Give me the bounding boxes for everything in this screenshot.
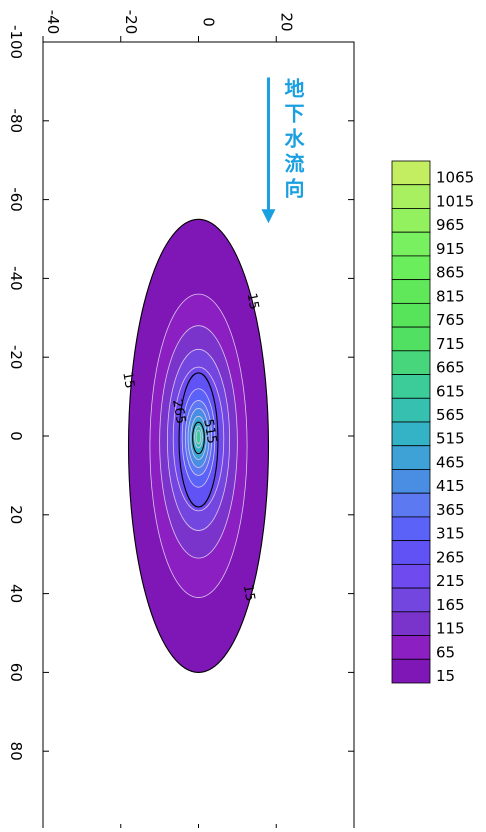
contour-labels: 15 15 265 515 15 bbox=[119, 292, 261, 602]
colorbar-label: 415 bbox=[436, 477, 465, 495]
colorbar-swatch bbox=[391, 160, 431, 186]
contour-line-65 bbox=[149, 293, 248, 598]
colorbar-label: 1065 bbox=[436, 169, 474, 187]
colorbar-label: 865 bbox=[436, 264, 465, 282]
colorbar-label: 265 bbox=[436, 548, 465, 566]
colorbar-swatch bbox=[391, 540, 431, 565]
contour-line-465 bbox=[190, 415, 207, 461]
contour-label: 265 bbox=[169, 398, 188, 425]
y-tick-label: 80 bbox=[7, 742, 25, 761]
x-tick-label: -20 bbox=[122, 10, 140, 35]
y-tick-label: 20 bbox=[7, 505, 25, 524]
colorbar-label: 715 bbox=[436, 335, 465, 353]
colorbar-swatch bbox=[391, 302, 431, 328]
colorbar-label: 665 bbox=[436, 359, 465, 377]
colorbar-label: 15 bbox=[436, 667, 455, 685]
colorbar-swatch bbox=[391, 469, 431, 494]
contour-line-515 bbox=[192, 421, 205, 455]
flow-label-char: 向 bbox=[284, 176, 304, 200]
flow-label-char: 流 bbox=[284, 151, 304, 175]
colorbar-label: 965 bbox=[436, 216, 465, 234]
y-tick-label: -80 bbox=[7, 109, 25, 134]
colorbar-label: 315 bbox=[436, 525, 465, 543]
contour-label: 15 bbox=[244, 292, 262, 311]
colorbar-label: 215 bbox=[436, 572, 465, 590]
contour-line-315 bbox=[181, 388, 216, 488]
contour-fills bbox=[128, 219, 269, 673]
colorbar-label: 765 bbox=[436, 311, 465, 329]
contour-line-565 bbox=[194, 425, 203, 449]
colorbar-swatch bbox=[391, 208, 431, 233]
y-tick-label: -20 bbox=[7, 345, 25, 370]
colorbar-label: 115 bbox=[436, 620, 465, 638]
y-axis: -100 -80 -60 -40 -20 0 20 40 60 80 bbox=[7, 25, 354, 761]
y-tick-label: 0 bbox=[7, 431, 25, 441]
flow-label-char: 水 bbox=[284, 126, 305, 150]
colorbar-label: 565 bbox=[436, 406, 465, 424]
colorbar-swatch bbox=[391, 587, 431, 613]
colorbar-label: 815 bbox=[436, 287, 465, 305]
y-tick-label: 60 bbox=[7, 663, 25, 682]
colorbar-swatch bbox=[391, 563, 431, 589]
colorbar-label: 615 bbox=[436, 382, 465, 400]
contour-fill-615 bbox=[196, 430, 201, 444]
flow-arrow-head bbox=[261, 209, 276, 224]
colorbar: 1065 1015 965 915 865 815 765 715 665 615 565 515 46… bbox=[391, 160, 474, 685]
y-tick-label: -40 bbox=[7, 266, 25, 291]
contour-lines bbox=[127, 218, 270, 673]
colorbar-label: 65 bbox=[436, 643, 455, 661]
flow-label-char: 地 bbox=[284, 76, 304, 100]
colorbar-swatch bbox=[391, 279, 431, 304]
colorbar-swatch bbox=[391, 255, 431, 281]
y-tick-label: -100 bbox=[7, 25, 25, 59]
contour-label: 15 bbox=[240, 584, 258, 603]
colorbar-label: 165 bbox=[436, 596, 465, 614]
contour-line-215 bbox=[172, 366, 225, 512]
colorbar-swatch bbox=[391, 492, 431, 518]
colorbar-swatch bbox=[391, 374, 431, 399]
colorbar-label: 1015 bbox=[436, 192, 474, 210]
colorbar-swatch bbox=[391, 184, 431, 209]
colorbar-swatch bbox=[391, 397, 431, 423]
x-tick-label: 0 bbox=[200, 17, 218, 27]
colorbar-swatch bbox=[391, 350, 431, 375]
colorbar-swatch bbox=[391, 658, 431, 684]
contour-line-615 bbox=[195, 429, 202, 445]
y-tick-label: 40 bbox=[7, 584, 25, 603]
flow-label-char: 下 bbox=[284, 101, 304, 125]
colorbar-label: 515 bbox=[436, 430, 465, 448]
colorbar-label: 915 bbox=[436, 240, 465, 258]
contour-line-115 bbox=[159, 325, 238, 559]
contour-line-265 bbox=[178, 372, 219, 508]
x-tick-label: -40 bbox=[44, 10, 62, 35]
y-tick-label: -60 bbox=[7, 187, 25, 212]
contour-line-165 bbox=[166, 348, 230, 531]
colorbar-swatch bbox=[391, 445, 431, 470]
colorbar-swatch bbox=[391, 231, 431, 257]
x-tick-label: 20 bbox=[277, 12, 295, 31]
colorbar-label: 465 bbox=[436, 453, 465, 471]
colorbar-swatch bbox=[391, 516, 431, 542]
contour-line-415 bbox=[187, 408, 210, 468]
colorbar-swatch bbox=[391, 635, 431, 660]
contour-line-15 bbox=[127, 218, 270, 673]
x-axis: -40 -20 0 20 bbox=[42, 10, 295, 830]
contour-line-365 bbox=[184, 400, 213, 476]
colorbar-swatch bbox=[391, 326, 431, 352]
colorbar-swatch bbox=[391, 611, 431, 636]
contour-label: 15 bbox=[119, 371, 137, 390]
contour-label: 515 bbox=[200, 418, 219, 445]
colorbar-swatch bbox=[391, 421, 431, 447]
colorbar-label: 365 bbox=[436, 501, 465, 519]
